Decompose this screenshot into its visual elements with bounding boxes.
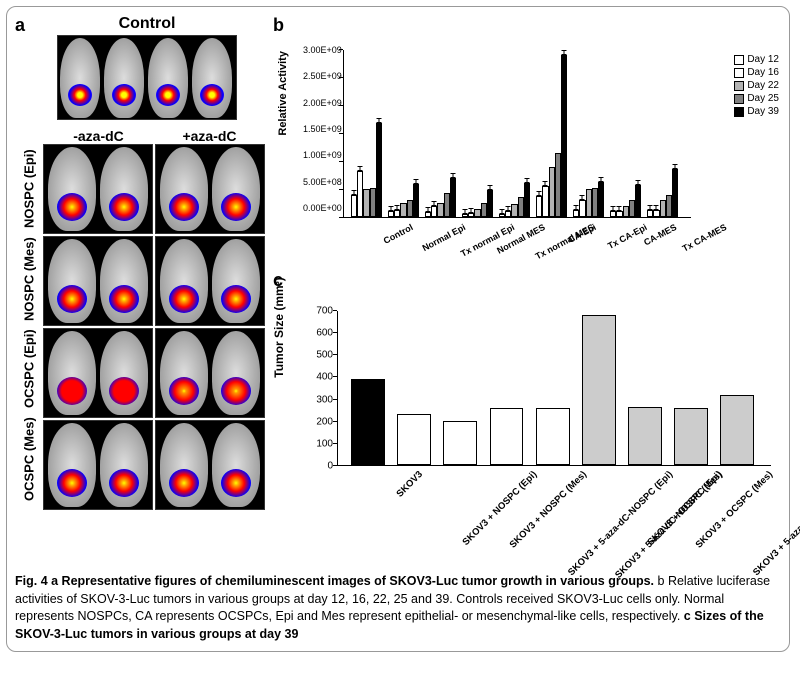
- chart-c-ytick: 300: [305, 394, 333, 405]
- bar-group: [462, 190, 493, 217]
- chart-b-ytick: 1.50E+09: [303, 124, 341, 134]
- mouse-cell: [43, 420, 153, 510]
- legend-item: Day 25: [734, 93, 779, 104]
- panel-a-label: a: [15, 15, 25, 36]
- content-area: a Control -aza-dC +aza-dC NOSPC (Epi) NO…: [15, 15, 781, 561]
- chart-c-bar: [720, 395, 754, 465]
- row-label-2: OCSPC (Epi): [15, 324, 43, 414]
- chart-b-xtick: Control: [382, 222, 415, 246]
- chart-c-plot: [337, 311, 771, 466]
- chart-b-plot: [343, 50, 691, 218]
- bar-group: [573, 182, 604, 217]
- chart-b-ytick: 3.00E+09: [303, 45, 341, 55]
- chart-c-bar: [582, 315, 616, 465]
- grid-column-headers: -aza-dC +aza-dC: [15, 128, 265, 144]
- chart-c-ytick: 700: [305, 306, 333, 317]
- grid-cells: [43, 144, 265, 510]
- chart-c-ytick: 100: [305, 438, 333, 449]
- control-title: Control: [119, 15, 176, 33]
- row-label-0: NOSPC (Epi): [15, 144, 43, 234]
- chart-c-ytick: 500: [305, 350, 333, 361]
- figure-container: a Control -aza-dC +aza-dC NOSPC (Epi) NO…: [6, 6, 790, 652]
- legend-item: Day 16: [734, 67, 779, 78]
- bar-group: [425, 178, 456, 217]
- chart-c-ytick: 0: [305, 461, 333, 472]
- chart-c-bar: [628, 407, 662, 465]
- chart-c-xtick: SKOV3 + 5-aza-dC-NOSPC (Epi): [566, 469, 675, 578]
- caption-a: a Representative figures of chemilumines…: [48, 574, 658, 588]
- mouse-cell: [43, 144, 153, 234]
- control-section: Control: [29, 15, 265, 120]
- mouse-cell: [155, 236, 265, 326]
- chart-c-bar: [674, 408, 708, 465]
- chart-c-bar: [490, 408, 524, 465]
- chart-c-ytick: 400: [305, 372, 333, 383]
- figure-caption: Fig. 4 a Representative figures of chemi…: [15, 573, 781, 643]
- row-label-3: OCSPC (Mes): [15, 414, 43, 504]
- chart-b-legend: Day 12 Day 16 Day 22 Day 25 Day 39: [734, 54, 779, 119]
- row-labels: NOSPC (Epi) NOSPC (Mes) OCSPC (Epi) OCSP…: [15, 144, 43, 510]
- bar-group: [351, 123, 382, 217]
- mouse-cell: [155, 420, 265, 510]
- bar-group: [610, 185, 641, 217]
- chart-c-ytick: 200: [305, 416, 333, 427]
- chart-b-ytick: 5.00E+08: [303, 177, 341, 187]
- panel-a: a Control -aza-dC +aza-dC NOSPC (Epi) NO…: [15, 15, 265, 561]
- control-image: [57, 35, 237, 120]
- grid-body: NOSPC (Epi) NOSPC (Mes) OCSPC (Epi) OCSP…: [15, 144, 265, 510]
- chart-b-xtick: Tx CA-Epi: [606, 222, 649, 251]
- mouse-cell: [43, 328, 153, 418]
- chart-b-xtick: Tx CA-MES: [680, 222, 728, 254]
- chart-b-ytick: 1.00E+09: [303, 150, 341, 160]
- chart-b-xtick: CA-MES: [642, 222, 678, 247]
- chart-b-ytick: 2.00E+09: [303, 98, 341, 108]
- chart-c-yaxis-title: Tumor Size (mm³): [272, 277, 286, 377]
- chart-c-ytick: 600: [305, 328, 333, 339]
- bar-group: [647, 169, 678, 217]
- bar-group: [388, 184, 419, 217]
- panel-b-label: b: [273, 15, 284, 35]
- chart-c-bar: [443, 421, 477, 465]
- legend-item: Day 22: [734, 80, 779, 91]
- row-label-1: NOSPC (Mes): [15, 234, 43, 324]
- bar-group: [499, 183, 530, 217]
- chart-c-bar: [397, 414, 431, 465]
- mouse-cell: [43, 236, 153, 326]
- caption-prefix: Fig. 4: [15, 574, 48, 588]
- legend-item: Day 12: [734, 54, 779, 65]
- mouse-cell: [155, 328, 265, 418]
- col-header-0: -aza-dC: [43, 128, 154, 144]
- right-panel: b Relative Activity Day 12Day 16Day 22Da…: [273, 15, 781, 561]
- mouse-cell: [155, 144, 265, 234]
- bar-group: [536, 55, 567, 217]
- chart-b: Relative Activity Day 12Day 16Day 22Day …: [273, 40, 781, 270]
- chart-c-bar: [351, 379, 385, 465]
- chart-c-bar: [536, 408, 570, 465]
- chart-c-xtick: SKOV3: [394, 469, 425, 500]
- col-header-1: +aza-dC: [154, 128, 265, 144]
- chart-c: Tumor Size (mm³) 0100200300400500600700S…: [273, 301, 781, 561]
- chart-b-yaxis-title: Relative Activity: [277, 51, 289, 136]
- legend-item: Day 39: [734, 106, 779, 117]
- chart-b-ytick: 0.00E+00: [303, 203, 341, 213]
- chart-b-ytick: 2.50E+09: [303, 71, 341, 81]
